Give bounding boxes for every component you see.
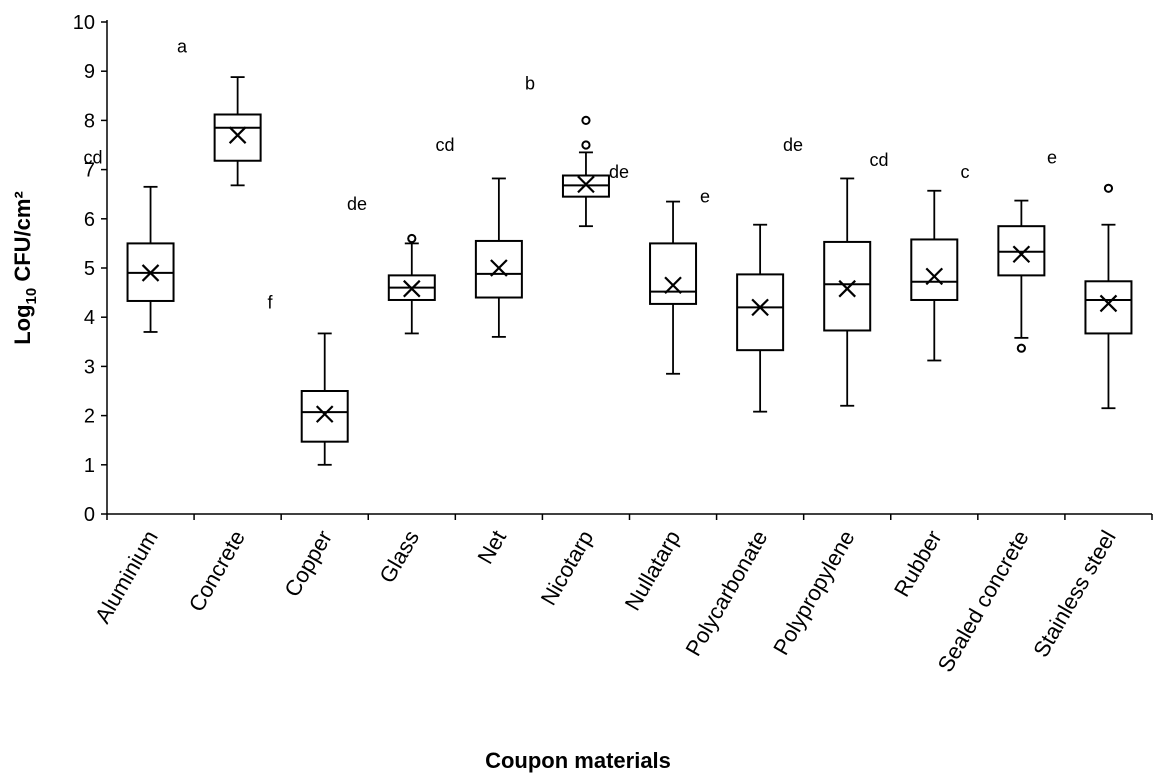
y-tick-label: 2 bbox=[84, 406, 95, 428]
box-stainless-steel bbox=[1084, 183, 1133, 410]
significance-letter: f bbox=[267, 292, 273, 312]
box-polycarbonate bbox=[736, 223, 785, 413]
y-axis-title: Log10 CFU/cm² bbox=[10, 191, 40, 345]
mean-marker-b bbox=[925, 267, 944, 286]
boxes bbox=[126, 76, 1133, 466]
box-nicotarp bbox=[561, 115, 610, 228]
iqr-box bbox=[910, 238, 959, 301]
category-label: Polypropylene bbox=[768, 526, 859, 659]
significance-letter: a bbox=[177, 37, 188, 57]
box-polypropylene bbox=[823, 177, 872, 407]
box-rubber bbox=[910, 189, 959, 362]
significance-letter: b bbox=[525, 74, 535, 94]
significance-letter: e bbox=[1047, 147, 1057, 167]
significance-letter: de bbox=[783, 135, 803, 155]
y-tick-label: 1 bbox=[84, 455, 95, 477]
y-tick-label: 0 bbox=[84, 504, 95, 526]
y-tick-label: 8 bbox=[84, 110, 95, 132]
mean-marker-b bbox=[1099, 294, 1118, 313]
y-tick-label: 9 bbox=[84, 61, 95, 83]
iqr-box bbox=[1084, 280, 1133, 335]
mean-marker-b bbox=[577, 175, 595, 194]
y-tick-label: 6 bbox=[84, 209, 95, 231]
category-label: Aluminium bbox=[90, 526, 163, 627]
box-aluminium bbox=[126, 185, 175, 333]
outlier-point bbox=[407, 233, 417, 244]
y-ticks: 0 1 2 3 4 5 6 7 8 9 10 bbox=[73, 12, 107, 526]
y-tick-label: 10 bbox=[73, 12, 95, 34]
category-label: Nicotarp bbox=[536, 526, 599, 609]
significance-letter: de bbox=[347, 194, 367, 214]
iqr-box bbox=[649, 242, 698, 305]
category-label: Nullatarp bbox=[620, 526, 686, 615]
iqr-box bbox=[736, 273, 785, 352]
box-concrete bbox=[213, 76, 262, 187]
iqr-box bbox=[300, 390, 349, 443]
outlier-point bbox=[581, 115, 591, 126]
category-label: Sealed concrete bbox=[933, 526, 1034, 676]
category-label: Concrete bbox=[184, 526, 250, 616]
significance-letters: cd a f de cd b de e de cd c e bbox=[83, 37, 1057, 313]
box-nullatarp bbox=[649, 200, 698, 375]
axes bbox=[106, 20, 1153, 520]
box-net bbox=[474, 177, 523, 338]
mean-marker-b bbox=[403, 279, 421, 298]
mean-marker-b bbox=[1012, 245, 1031, 264]
significance-letter: cd bbox=[435, 135, 454, 155]
category-label: Glass bbox=[374, 526, 424, 587]
category-label: Net bbox=[472, 526, 511, 568]
x-axis-title: Coupon materials bbox=[485, 748, 671, 773]
category-label: Stainless steel bbox=[1028, 526, 1121, 661]
mean-marker-b bbox=[315, 405, 334, 423]
outlier-point bbox=[1016, 343, 1026, 353]
category-label: Rubber bbox=[889, 526, 947, 601]
iqr-box bbox=[823, 240, 872, 332]
box-glass bbox=[387, 233, 436, 335]
y-tick-label: 7 bbox=[84, 160, 95, 182]
mean-marker-b bbox=[490, 259, 508, 277]
mean-marker-b bbox=[664, 276, 682, 294]
category-labels: Aluminium Concrete Copper Glass Net Nicotarp N… bbox=[90, 526, 1121, 676]
box-sealed-concrete bbox=[997, 199, 1046, 353]
y-tick-label: 3 bbox=[84, 356, 95, 378]
outlier-point bbox=[1103, 183, 1114, 193]
y-tick-label: 5 bbox=[84, 258, 95, 280]
iqr-box bbox=[213, 113, 262, 162]
y-tick-label: 4 bbox=[84, 307, 95, 329]
mean-marker-b bbox=[838, 279, 856, 298]
box-copper bbox=[300, 332, 349, 466]
significance-letter: e bbox=[700, 187, 710, 207]
significance-letter: cd bbox=[869, 150, 888, 170]
category-label: Copper bbox=[279, 526, 337, 601]
significance-letter: cd bbox=[83, 147, 102, 167]
outlier-point bbox=[581, 140, 591, 150]
category-label: Polycarbonate bbox=[680, 526, 772, 660]
mean-marker-b bbox=[228, 126, 247, 144]
mean-marker-b bbox=[751, 298, 769, 317]
mean-marker-b bbox=[141, 264, 160, 282]
significance-letter: c bbox=[961, 162, 970, 182]
significance-letter: de bbox=[609, 162, 629, 182]
